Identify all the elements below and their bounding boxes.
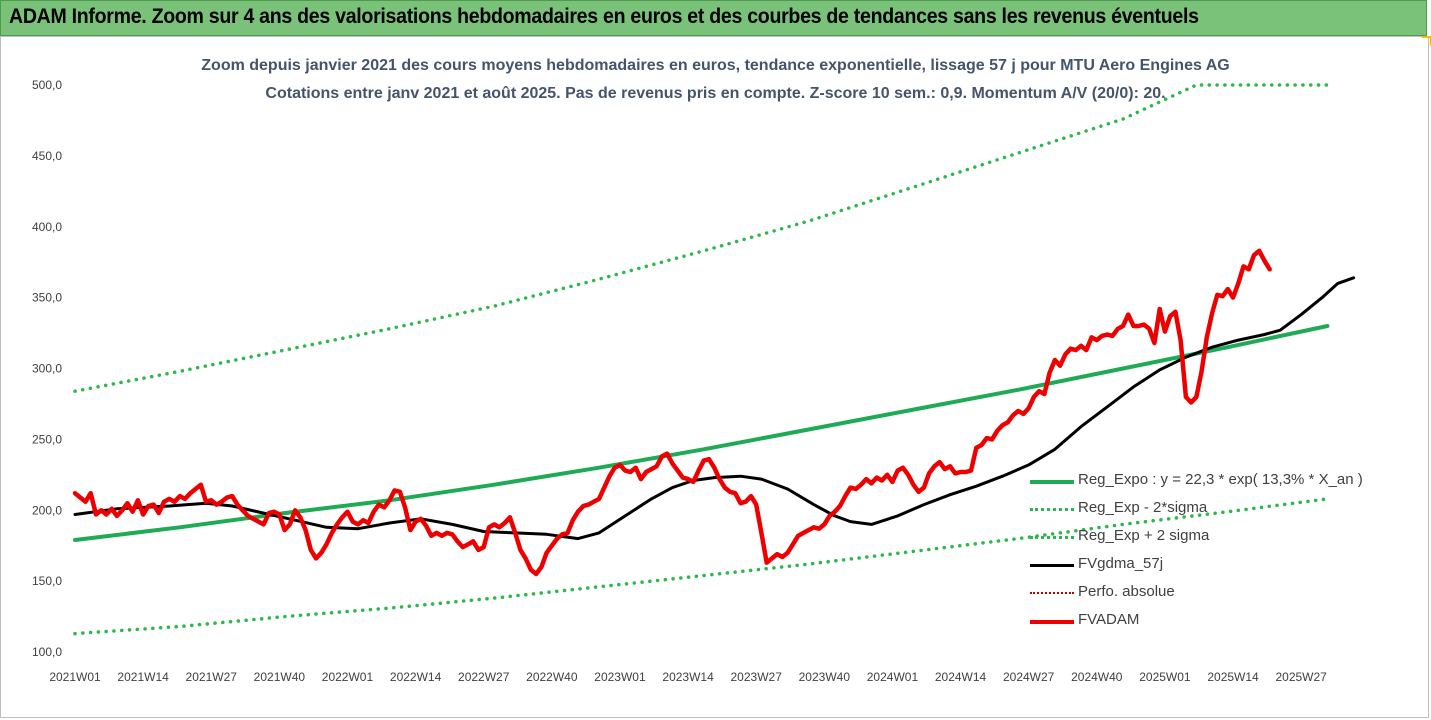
- legend-item: Reg_Exp + 2 sigma: [1030, 525, 1360, 553]
- legend-swatch: [1030, 592, 1074, 594]
- y-axis: 100,0 150,0 200,0 250,0 300,0 350,0 400,0 450,0…: [32, 78, 62, 659]
- x-tick-label: 2023W14: [662, 670, 714, 684]
- legend-label: Reg_Exp + 2 sigma: [1078, 527, 1210, 544]
- report-banner: ADAM Informe. Zoom sur 4 ans des valoris…: [0, 0, 1427, 36]
- legend-swatch: [1030, 564, 1074, 567]
- legend-label: FVADAM: [1078, 611, 1140, 628]
- legend-swatch: [1030, 480, 1074, 484]
- y-tick-label: 250,0: [32, 432, 62, 446]
- x-tick-label: 2021W14: [117, 670, 169, 684]
- x-tick-label: 2023W40: [799, 670, 851, 684]
- legend-swatch: [1030, 620, 1074, 624]
- x-tick-label: 2025W14: [1207, 670, 1259, 684]
- x-tick-label: 2022W01: [322, 670, 374, 684]
- chart-frame: [0, 36, 1429, 718]
- series-line-1: [73, 497, 1330, 636]
- y-tick-label: 300,0: [32, 362, 62, 376]
- x-tick-label: 2021W01: [49, 670, 101, 684]
- series-line-2: [73, 83, 1330, 393]
- y-tick-label: 150,0: [32, 574, 62, 588]
- chart-subtitle: Cotations entre janv 2021 et août 2025. …: [265, 85, 1166, 102]
- legend-label: Perfo. absolue: [1078, 583, 1175, 600]
- y-tick-label: 400,0: [32, 220, 62, 234]
- y-tick-label: 450,0: [32, 149, 62, 163]
- legend-label: Reg_Exp - 2*sigma: [1078, 499, 1208, 516]
- chart-series: [72, 83, 1356, 636]
- x-axis: 2021W01 2021W14 2021W27 2021W40 2022W01 2022W…: [49, 670, 1327, 684]
- x-tick-label: 2024W27: [1003, 670, 1055, 684]
- x-tick-label: 2024W01: [867, 670, 919, 684]
- legend-swatch: [1030, 536, 1074, 539]
- y-tick-label: 200,0: [32, 503, 62, 517]
- x-tick-label: 2023W01: [594, 670, 646, 684]
- x-tick-label: 2022W40: [526, 670, 578, 684]
- x-tick-label: 2023W27: [731, 670, 783, 684]
- x-tick-label: 2021W27: [186, 670, 238, 684]
- legend-item: FVgdma_57j: [1030, 553, 1360, 581]
- chart-legend: Reg_Expo : y = 22,3 * exp( 13,3% * X_an …: [1030, 469, 1363, 637]
- series-line-5: [72, 248, 1272, 577]
- x-tick-label: 2025W01: [1139, 670, 1191, 684]
- series-line-3: [73, 276, 1356, 541]
- y-tick-label: 500,0: [32, 78, 62, 92]
- x-tick-label: 2024W40: [1071, 670, 1123, 684]
- chart-title: Zoom depuis janvier 2021 des cours moyen…: [201, 57, 1230, 74]
- series-line-0: [73, 324, 1330, 542]
- y-tick-label: 350,0: [32, 291, 62, 305]
- report-title: ADAM Informe. Zoom sur 4 ans des valoris…: [9, 5, 1199, 28]
- x-tick-label: 2022W14: [390, 670, 442, 684]
- legend-item: Reg_Exp - 2*sigma: [1030, 497, 1360, 525]
- legend-item: FVADAM: [1030, 609, 1360, 637]
- x-tick-label: 2024W14: [935, 670, 987, 684]
- legend-label: FVgdma_57j: [1078, 555, 1164, 572]
- legend-swatch: [1030, 508, 1074, 511]
- legend-item: Reg_Expo : y = 22,3 * exp( 13,3% * X_an …: [1030, 469, 1363, 497]
- legend-label: Reg_Expo : y = 22,3 * exp( 13,3% * X_an …: [1078, 471, 1363, 488]
- x-tick-label: 2021W40: [254, 670, 306, 684]
- legend-item: Perfo. absolue: [1030, 581, 1360, 609]
- x-tick-label: 2022W27: [458, 670, 510, 684]
- y-tick-label: 100,0: [32, 645, 62, 659]
- x-tick-label: 2025W27: [1275, 670, 1327, 684]
